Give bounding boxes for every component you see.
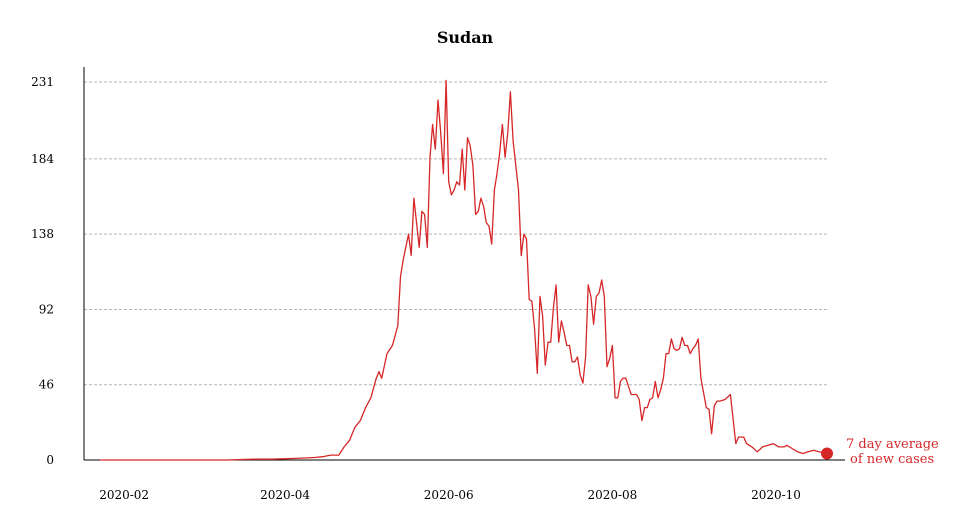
annotation-line-1: 7 day average <box>846 437 939 452</box>
x-tick-label: 2020-06 <box>424 488 474 502</box>
x-tick-label: 2020-10 <box>751 488 801 502</box>
x-tick-label: 2020-02 <box>99 488 149 502</box>
y-tick-label: 92 <box>39 302 54 316</box>
series-line-7-day-average <box>100 79 828 461</box>
y-tick-label: 184 <box>31 152 54 166</box>
y-axis-ticks: 0 46 92 138 184 231 <box>31 75 54 467</box>
chart-title: Sudan <box>437 28 494 47</box>
x-tick-label: 2020-04 <box>260 488 310 502</box>
y-tick-label: 0 <box>46 453 54 467</box>
x-tick-label: 2020-08 <box>587 488 637 502</box>
y-tick-label: 231 <box>31 75 54 89</box>
y-tick-label: 138 <box>31 227 54 241</box>
annotation-line-2: of new cases <box>850 452 934 467</box>
series-end-marker <box>821 447 833 460</box>
x-axis-ticks: 2020-02 2020-04 2020-06 2020-08 2020-10 <box>99 488 801 502</box>
y-tick-label: 46 <box>39 378 54 392</box>
gridlines <box>84 81 828 386</box>
